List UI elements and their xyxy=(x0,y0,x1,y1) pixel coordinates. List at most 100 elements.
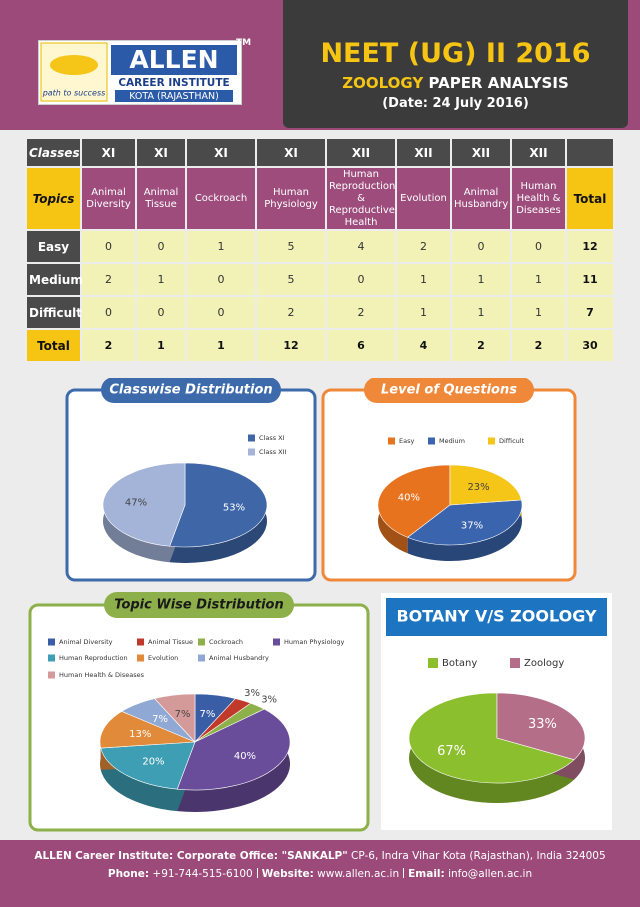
value-cell: 2 xyxy=(80,328,137,363)
value-cell: 2 xyxy=(510,328,567,363)
value-cell: 0 xyxy=(135,295,187,330)
legend-label: Difficult xyxy=(499,437,525,445)
slice-label: 3% xyxy=(244,688,260,699)
website: www.allen.ac.in xyxy=(317,868,400,880)
class-cell: XI xyxy=(255,137,327,168)
legend-swatch xyxy=(273,638,280,646)
slice-label: 7% xyxy=(199,709,215,720)
trademark: TM xyxy=(236,38,252,48)
legend-swatch xyxy=(198,654,205,662)
table-row: Classes XI XI XI XI XII XII XII XII xyxy=(25,137,615,168)
logo-art: ALLEN CAREER INSTITUTE KOTA (RAJASTHAN) … xyxy=(40,42,237,102)
legend-label: Botany xyxy=(442,658,477,669)
legend-swatch xyxy=(388,437,395,445)
title-box xyxy=(386,598,607,636)
value-cell: 0 xyxy=(135,229,187,264)
email: info@allen.ac.in xyxy=(448,868,533,880)
value-cell: 12 xyxy=(255,328,327,363)
slice xyxy=(407,499,523,546)
office: Career Institute: Corporate Office: "SAN… xyxy=(75,850,348,862)
class-cell: XII xyxy=(450,137,512,168)
website-label: Website: xyxy=(261,868,314,880)
slice xyxy=(102,462,186,547)
topic-cell: Human Reproduction & Reproductive Health xyxy=(325,166,397,231)
legend-swatch xyxy=(248,434,255,442)
title-pill xyxy=(101,378,281,403)
legend-label: Human Physiology xyxy=(284,638,344,646)
slice-label: 3% xyxy=(261,695,277,706)
class-cell: XI xyxy=(185,137,257,168)
slice-label: 47% xyxy=(125,498,147,509)
row-header: Easy xyxy=(25,229,82,264)
legend-swatch xyxy=(137,654,144,662)
legend-swatch xyxy=(48,671,55,679)
value-cell: 2 xyxy=(450,328,512,363)
value-cell: 1 xyxy=(135,328,187,363)
institute: CAREER INSTITUTE xyxy=(118,77,229,89)
slice xyxy=(496,692,586,761)
value-cell: 1 xyxy=(395,295,452,330)
legend-label: Class XI xyxy=(259,434,285,442)
legend-swatch xyxy=(510,658,520,668)
value-cell: 0 xyxy=(185,262,257,297)
logo-band xyxy=(111,45,237,75)
slice-label: 33% xyxy=(528,717,557,732)
value-cell: 5 xyxy=(255,229,327,264)
chart-title: BOTANY V/S ZOOLOGY xyxy=(396,607,597,626)
slice-label: 37% xyxy=(461,521,483,532)
value-cell: 2 xyxy=(80,262,137,297)
address: CP-6, Indra Vihar Kota (Rajasthan), Indi… xyxy=(351,850,606,862)
value-cell: 4 xyxy=(395,328,452,363)
location-band xyxy=(115,90,233,102)
phone-label: Phone: xyxy=(107,868,150,880)
slice xyxy=(408,692,575,784)
logo-text: ALLEN xyxy=(129,45,218,74)
topic-cell: Evolution xyxy=(395,166,452,231)
row-header: Difficult xyxy=(25,295,82,330)
slice xyxy=(449,464,522,506)
legend-swatch xyxy=(137,638,144,646)
topic-cell: Human Physiology xyxy=(255,166,327,231)
legend-label: Easy xyxy=(399,437,414,445)
legend-label: Human Reproduction xyxy=(59,654,128,662)
class-cell: XII xyxy=(395,137,452,168)
value-cell: 5 xyxy=(255,262,327,297)
slice-label: 40% xyxy=(234,751,256,762)
slice xyxy=(176,708,291,791)
separator xyxy=(256,868,258,878)
table-row: Difficult 0 0 0 2 2 1 1 1 7 xyxy=(25,295,615,330)
legend-swatch xyxy=(198,638,205,646)
charts: Classwise Distribution 53% 47% Class XI Clas… xyxy=(28,378,612,832)
footer: ALLEN Career Institute: Corporate Office… xyxy=(0,840,640,907)
email-label: Email: xyxy=(408,868,445,880)
legend-label: Animal Tissue xyxy=(148,638,193,646)
class-cell: XI xyxy=(135,137,187,168)
subtitle: PAPER ANALYSIS xyxy=(428,74,569,92)
separator xyxy=(403,868,405,878)
slice-label: 20% xyxy=(142,757,164,768)
slice-label: 67% xyxy=(437,744,466,759)
phone: +91-744-515-6100 xyxy=(152,868,253,880)
table-row: Total 2 1 1 12 6 4 2 2 30 xyxy=(25,328,615,363)
title-pill xyxy=(364,378,534,403)
slice-label: 7% xyxy=(175,709,191,720)
slice-label: 53% xyxy=(223,502,245,513)
value-cell: 0 xyxy=(80,229,137,264)
value-cell: 0 xyxy=(510,229,567,264)
legend-label: Class XII xyxy=(259,448,287,456)
value-cell: 4 xyxy=(325,229,397,264)
slice-label: 23% xyxy=(467,482,489,493)
logo-cap xyxy=(50,55,98,75)
total-cell: 7 xyxy=(565,295,615,330)
legend-swatch xyxy=(248,448,255,456)
legend-label: Zoology xyxy=(524,658,564,669)
legend-label: Animal Husbandry xyxy=(209,654,269,662)
value-cell: 1 xyxy=(135,262,187,297)
row-header: Total xyxy=(25,328,82,363)
total-cell: 11 xyxy=(565,262,615,297)
value-cell: 1 xyxy=(450,295,512,330)
value-cell: 0 xyxy=(185,295,257,330)
topic-cell: Animal Husbandry xyxy=(450,166,512,231)
value-cell: 1 xyxy=(185,328,257,363)
topic-cell: Animal Diversity xyxy=(80,166,137,231)
